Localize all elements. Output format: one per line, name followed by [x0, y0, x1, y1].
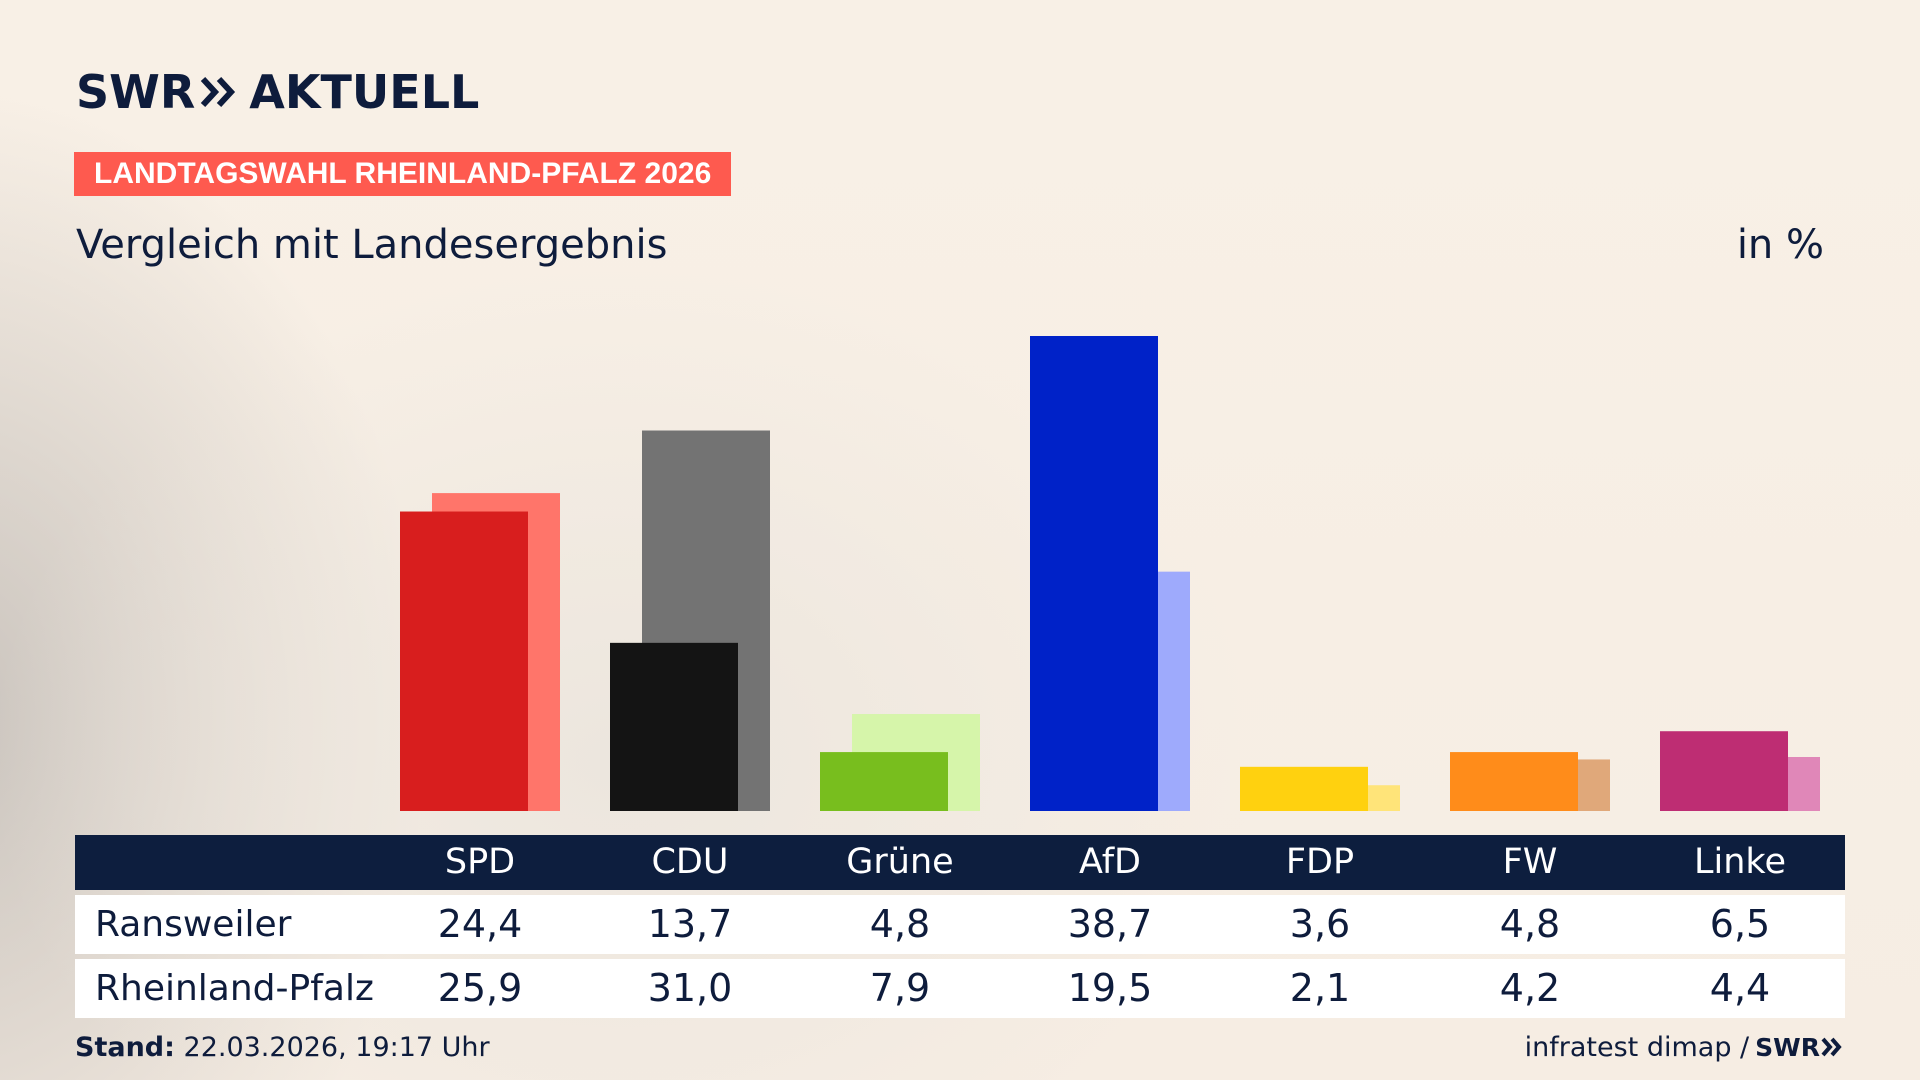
bar-gemeinde-linke [1660, 731, 1788, 811]
bar-group-afd [1030, 336, 1190, 811]
stand-label: Stand: [75, 1032, 175, 1063]
column-header: AfD [1079, 842, 1141, 882]
table-cell: 13,7 [647, 902, 733, 946]
source-text: infratest dimap / [1524, 1031, 1750, 1063]
bar-gemeinde-fdp [1240, 766, 1368, 811]
bar-group-spd [400, 493, 560, 811]
table-cell: 25,9 [437, 966, 523, 1010]
bar-chart [400, 336, 1820, 811]
table-cell: 4,8 [1499, 902, 1561, 946]
swr-double-chevron-icon [1821, 1037, 1842, 1057]
footer-swr-logo: SWR [1755, 1033, 1844, 1062]
logo-swr-text: SWR [76, 65, 196, 119]
column-header: FW [1502, 842, 1558, 882]
bar-gemeinde-afd [1030, 336, 1158, 811]
logo-aktuell-text: AKTUELL [249, 65, 480, 119]
unit-label: in % [1736, 222, 1824, 268]
footer-swr-text: SWR [1755, 1032, 1820, 1062]
table-cell: 4,8 [869, 902, 931, 946]
swr-double-chevron-icon [199, 75, 239, 109]
timestamp: Stand: 22.03.2026, 19:17 Uhr [75, 1032, 490, 1063]
source-credit: infratest dimap / SWR [1525, 1030, 1844, 1064]
column-header: Grüne [846, 842, 954, 882]
table-cell: 31,0 [647, 966, 733, 1010]
table-cell: 6,5 [1709, 902, 1771, 946]
table-cell: 24,4 [437, 902, 523, 946]
table-row: Ransweiler 24,4 13,7 4,8 38,7 3,6 4,8 6,5 [75, 895, 1845, 954]
table-cell: 2,1 [1289, 966, 1351, 1010]
bar-gemeinde-cdu [610, 642, 738, 811]
bar-gemeinde-spd [400, 511, 528, 811]
results-table: SPD CDU Grüne AfD FDP FW Linke Ransweiler 24,4… [75, 835, 1845, 1018]
bar-group-grüne [820, 714, 980, 811]
column-header: Linke [1694, 842, 1786, 882]
bar-gemeinde-grüne [820, 752, 948, 811]
swr-aktuell-logo: SWR AKTUELL [76, 65, 480, 119]
bar-group-fdp [1240, 766, 1400, 811]
table-cell: 19,5 [1067, 966, 1153, 1010]
bar-group-fw [1450, 752, 1610, 811]
row-label: Ransweiler [95, 904, 292, 945]
table-cell: 4,2 [1499, 966, 1561, 1010]
table-header: SPD CDU Grüne AfD FDP FW Linke [75, 835, 1845, 890]
chart-subtitle: Vergleich mit Landesergebnis [76, 222, 668, 268]
column-header: CDU [651, 842, 729, 882]
stand-value: 22.03.2026, 19:17 Uhr [183, 1032, 490, 1063]
bar-group-linke [1660, 731, 1820, 811]
table-cell: 4,4 [1709, 966, 1771, 1010]
table-row: Rheinland-Pfalz 25,9 31,0 7,9 19,5 2,1 4,2 4,4 [75, 959, 1845, 1018]
row-label: Rheinland-Pfalz [95, 968, 374, 1009]
election-tag: LANDTAGSWAHL RHEINLAND-PFALZ 2026 [74, 152, 732, 196]
bar-group-cdu [610, 430, 770, 811]
column-header: FDP [1285, 842, 1355, 882]
column-header: SPD [444, 842, 516, 882]
table-cell: 38,7 [1067, 902, 1153, 946]
table-cell: 7,9 [869, 966, 931, 1010]
table-cell: 3,6 [1289, 902, 1351, 946]
bar-gemeinde-fw [1450, 752, 1578, 811]
